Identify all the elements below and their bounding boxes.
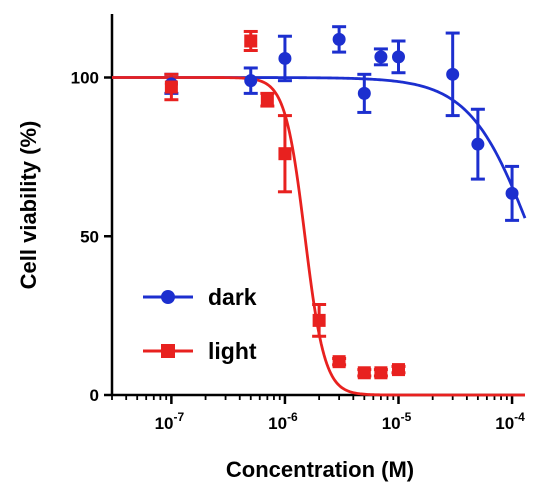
data-point-light	[357, 366, 371, 380]
data-point-dark	[278, 51, 292, 65]
legend-marker-dark	[161, 290, 175, 304]
legend-label-light: light	[208, 338, 257, 364]
data-point-light	[391, 363, 405, 377]
axes: 0 50 100 10-7 10-6 10-5 10-4	[71, 14, 525, 433]
data-point-light	[332, 355, 346, 369]
data-points	[164, 32, 519, 380]
data-point-dark	[374, 50, 388, 64]
data-point-dark	[505, 186, 519, 200]
x-tick-label: 10-4	[495, 410, 525, 433]
data-point-dark	[244, 74, 258, 88]
data-point-dark	[471, 137, 485, 151]
y-axis-title: Cell viability (%)	[16, 121, 41, 290]
data-point-light	[312, 313, 326, 327]
data-point-light	[164, 80, 178, 94]
y-tick-label: 0	[90, 386, 99, 405]
data-point-light	[260, 93, 274, 107]
data-point-light	[244, 34, 258, 48]
x-tick-label: 10-6	[268, 410, 298, 433]
legend: dark light	[143, 284, 257, 364]
x-axis-title: Concentration (M)	[226, 457, 414, 482]
data-point-dark	[357, 86, 371, 100]
legend-marker-light	[161, 344, 175, 358]
legend-label-dark: dark	[208, 284, 257, 310]
data-point-light	[278, 147, 292, 161]
data-point-light	[374, 366, 388, 380]
x-tick-label: 10-5	[382, 410, 412, 433]
data-point-dark	[391, 50, 405, 64]
y-tick-label: 100	[71, 69, 99, 88]
data-point-dark	[446, 67, 460, 81]
x-tick-label: 10-7	[155, 410, 185, 433]
data-point-dark	[332, 32, 346, 46]
y-tick-label: 50	[80, 227, 99, 246]
